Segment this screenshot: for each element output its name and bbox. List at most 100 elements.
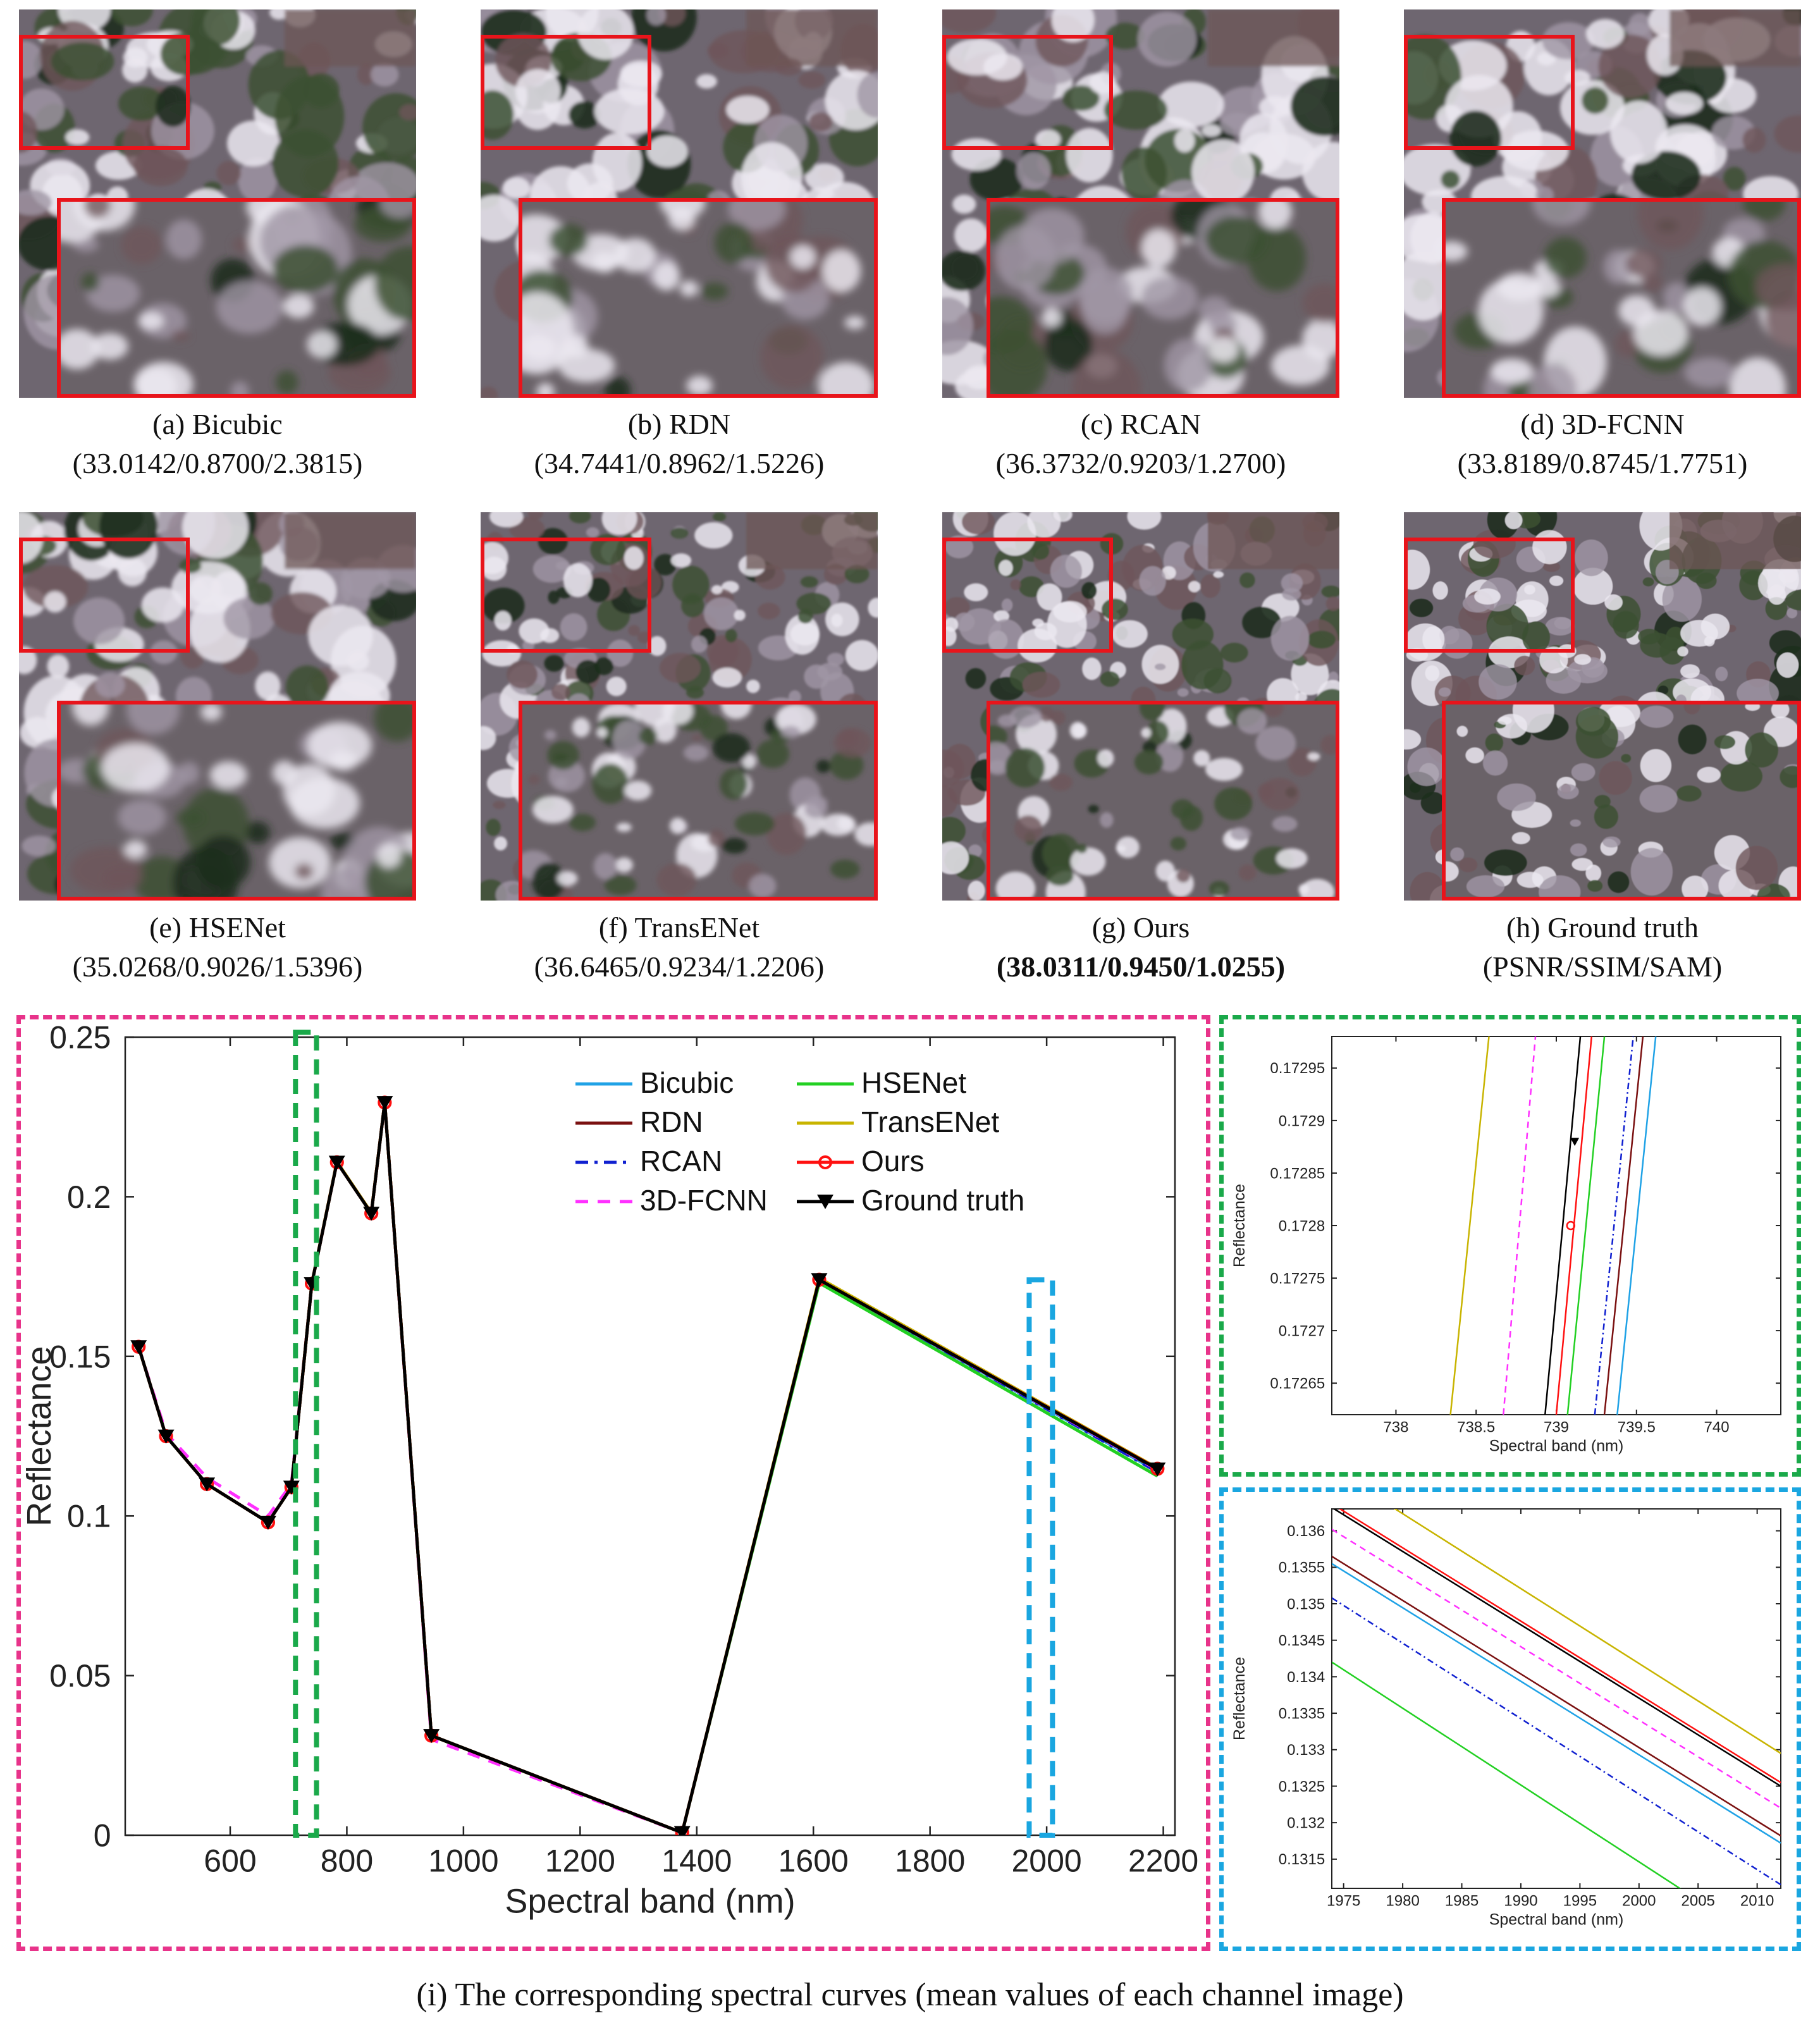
marker-triangle xyxy=(328,1155,345,1170)
x-tick-label: 1990 xyxy=(1504,1893,1537,1910)
panel-caption-a: (a) Bicubic (33.0142/0.8700/2.3815) xyxy=(19,405,416,483)
panel-caption-g: (g) Ours (38.0311/0.9450/1.0255) xyxy=(942,908,1339,987)
panel-caption-c: (c) RCAN (36.3732/0.9203/1.2700) xyxy=(942,405,1339,483)
series-line-transenet xyxy=(1449,1037,1490,1415)
zoomed-content-d xyxy=(1446,202,1797,394)
image-panel-e xyxy=(19,512,416,901)
x-tick-label: 1400 xyxy=(661,1843,732,1879)
inset-chart-740nm: 738 738.5 739 739.5 740 0.17265 0.1727 0.17275 0… xyxy=(1231,1036,1781,1455)
main-spectral-chart: 600 800 1000 1200 1400 1600 1800 2000 2200 0 0.05 0… xyxy=(25,1023,1198,1920)
y-tick-label: 0.15 xyxy=(49,1339,111,1374)
zoom-region-2000nm xyxy=(1026,1277,1055,1838)
marker-triangle xyxy=(376,1096,393,1110)
plot-area xyxy=(124,1036,1176,1836)
marker-triangle xyxy=(363,1207,380,1221)
panel-caption-d: (d) 3D-FCNN (33.8189/0.8745/1.7751) xyxy=(1404,405,1801,483)
y-tick-label: 0.133 xyxy=(1287,1742,1325,1759)
y-tick-label: 0.132 xyxy=(1287,1815,1325,1832)
series-group xyxy=(1449,1037,1657,1415)
legend-marker xyxy=(817,1195,833,1209)
zoomed-content-f xyxy=(522,704,874,897)
zoomed-region xyxy=(57,198,416,398)
y-tick-label: 0.17295 xyxy=(1270,1060,1325,1077)
zoomed-region xyxy=(519,198,878,398)
panel-caption-h: (h) Ground truth (PSNR/SSIM/SAM) xyxy=(1404,908,1801,987)
zoom-region-740nm xyxy=(293,1030,319,1838)
y-tick-label: 0.1 xyxy=(67,1499,111,1534)
series-line-hsenet xyxy=(1332,1661,1682,1888)
panel-metrics: (34.7441/0.8962/1.5226) xyxy=(534,447,825,479)
zoom-source-box xyxy=(19,538,190,653)
panel-label: (a) Bicubic xyxy=(152,408,283,440)
panel-metrics: (36.6465/0.9234/1.2206) xyxy=(534,950,825,983)
y-tick-label: 0.1729 xyxy=(1279,1112,1325,1129)
panel-metrics: (38.0311/0.9450/1.0255) xyxy=(996,950,1286,983)
zoomed-region xyxy=(519,701,878,901)
panel-caption-e: (e) HSENet (35.0268/0.9026/1.5396) xyxy=(19,908,416,987)
y-tick-label: 0.17275 xyxy=(1270,1270,1325,1287)
y-axis-label: Reflectance xyxy=(1231,1657,1248,1740)
series-line-bicubic xyxy=(1332,1563,1781,1844)
y-tick-label: 0.1325 xyxy=(1279,1778,1325,1795)
marker-triangle xyxy=(130,1340,147,1355)
x-tick-label: 1985 xyxy=(1445,1893,1479,1910)
legend-label: RDN xyxy=(640,1105,703,1138)
panel-caption-f: (f) TransENet (36.6465/0.9234/1.2206) xyxy=(481,908,878,987)
figure-caption: (i) The corresponding spectral curves (m… xyxy=(416,1977,1404,2013)
x-tick-label: 1800 xyxy=(895,1843,965,1879)
series-line-rdn xyxy=(1332,1555,1781,1836)
marker-triangle xyxy=(423,1729,440,1744)
x-tick-label: 2010 xyxy=(1740,1893,1774,1910)
y-tick-label: 0.1345 xyxy=(1279,1632,1325,1649)
zoomed-region xyxy=(57,701,416,901)
zoomed-region xyxy=(987,198,1339,398)
panel-metrics: (35.0268/0.9026/1.5396) xyxy=(72,950,363,983)
panel-label: (c) RCAN xyxy=(1080,408,1202,440)
green-inset-frame xyxy=(1219,1015,1801,1477)
legend-label: 3D-FCNN xyxy=(640,1184,768,1217)
series-line-ground-truth xyxy=(1544,1037,1582,1415)
y-tick-label: 0.1728 xyxy=(1279,1217,1325,1234)
x-tick-label: 739.5 xyxy=(1618,1419,1656,1436)
x-tick-label: 1000 xyxy=(428,1843,498,1879)
y-tick-label: 0.134 xyxy=(1287,1669,1325,1686)
panel-metrics: (36.3732/0.9203/1.2700) xyxy=(995,447,1286,479)
zoomed-content-a xyxy=(61,202,412,394)
main-chart-frame xyxy=(16,1015,1210,1951)
x-tick-label: 2000 xyxy=(1011,1843,1081,1879)
zoomed-content-h xyxy=(1446,704,1797,897)
panel-metrics: (33.8189/0.8745/1.7751) xyxy=(1457,447,1748,479)
image-panel-f xyxy=(481,512,878,901)
zoom-source-box xyxy=(19,35,190,150)
zoomed-content-e xyxy=(61,704,412,897)
panel-label: (f) TransENet xyxy=(598,911,760,944)
x-axis-label: Spectral band (nm) xyxy=(1489,1911,1624,1929)
y-tick-label: 0.05 xyxy=(49,1658,111,1694)
panel-label: (h) Ground truth xyxy=(1506,911,1699,944)
x-tick-label: 738.5 xyxy=(1457,1419,1495,1436)
panel-label: (d) 3D-FCNN xyxy=(1520,408,1685,440)
image-panel-c xyxy=(942,9,1339,398)
series-line-bicubic xyxy=(1616,1037,1657,1415)
x-tick-label: 2000 xyxy=(1622,1893,1656,1910)
zoomed-region xyxy=(1442,198,1801,398)
zoom-source-box xyxy=(942,35,1113,150)
zoomed-content-g xyxy=(990,704,1336,897)
series-group xyxy=(130,1095,1166,1835)
y-axis-label: Reflectance xyxy=(1231,1184,1248,1267)
plot-area xyxy=(1331,1508,1781,1889)
zoom-source-box xyxy=(481,35,651,150)
x-tick-label: 1995 xyxy=(1563,1893,1597,1910)
marker-triangle xyxy=(673,1826,691,1835)
plot-area xyxy=(1331,1036,1781,1415)
series-line-hsenet xyxy=(1566,1037,1606,1415)
legend-label: Ground truth xyxy=(861,1184,1024,1217)
zoom-source-box xyxy=(942,538,1113,653)
blue-inset-frame xyxy=(1219,1487,1801,1951)
image-panel-h xyxy=(1404,512,1801,901)
x-tick-label: 740 xyxy=(1704,1419,1730,1436)
x-tick-label: 2005 xyxy=(1682,1893,1715,1910)
x-tick-label: 800 xyxy=(321,1843,373,1879)
series-line-ground-truth xyxy=(1332,1509,1781,1787)
x-tick-label: 1975 xyxy=(1327,1893,1360,1910)
